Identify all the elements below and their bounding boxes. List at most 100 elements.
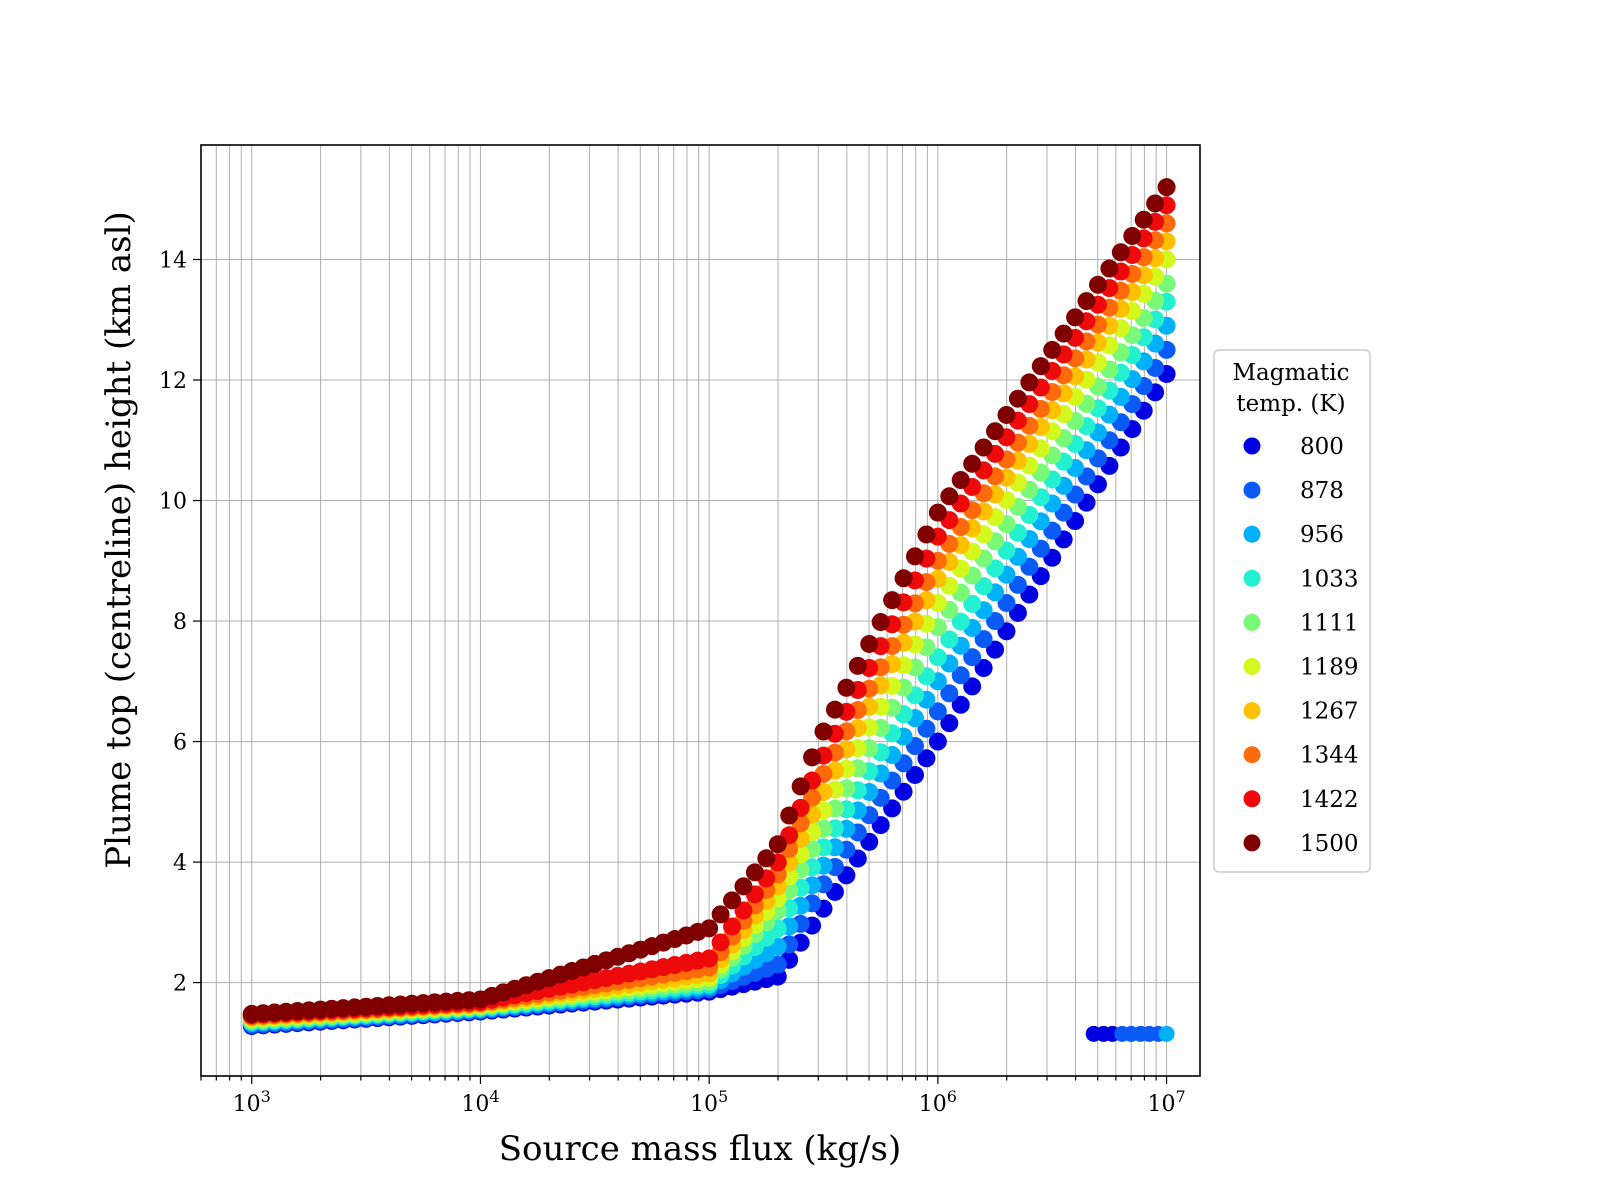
data-point [940, 487, 959, 506]
legend: Magmatic temp. (K) 800 878 956 1033 1111 1189… [1213, 349, 1371, 873]
legend-entry: 956 [1243, 522, 1344, 548]
data-point [860, 634, 879, 653]
data-point [1054, 324, 1073, 343]
data-point [1111, 243, 1130, 262]
data-point [711, 905, 730, 924]
data-point [745, 863, 764, 882]
data-point [951, 666, 970, 685]
legend-label: 1111 [1300, 610, 1359, 636]
x-tick-base: 10 [690, 1092, 718, 1117]
legend-marker [1243, 834, 1261, 852]
data-point [974, 577, 993, 596]
legend-entry: 800 [1243, 434, 1344, 460]
data-point [974, 630, 993, 649]
data-point [951, 612, 970, 631]
data-point [1043, 340, 1062, 359]
data-point [917, 525, 936, 544]
data-point [700, 919, 719, 938]
y-tick-label: 8 [173, 610, 187, 635]
legend-marker [1243, 481, 1261, 499]
data-point [723, 917, 742, 936]
data-point [1077, 292, 1096, 311]
data-point [986, 640, 1005, 659]
data-point [1088, 275, 1107, 294]
legend-label: 1189 [1300, 655, 1359, 681]
y-axis-title: Plume top (centreline) height (km asl) [99, 211, 139, 869]
data-point [974, 659, 993, 678]
x-tick-base: 10 [919, 1092, 947, 1117]
legend-label: 956 [1300, 522, 1344, 548]
legend-label: 800 [1300, 434, 1344, 460]
x-tick-base: 10 [233, 1092, 261, 1117]
data-point [928, 503, 947, 522]
x-tick-label: 104 [461, 1087, 499, 1117]
legend-title-line-2: temp. (K) [1236, 391, 1345, 417]
data-point [963, 594, 982, 613]
y-tick-label: 6 [173, 731, 187, 756]
outlier-points [1085, 1025, 1175, 1042]
data-point [768, 955, 787, 974]
legend-label: 878 [1300, 478, 1344, 504]
legend-label: 1033 [1300, 566, 1359, 592]
plot-points [242, 178, 1176, 1042]
data-point [1123, 226, 1142, 245]
legend-label: 1344 [1300, 743, 1359, 769]
legend-label: 1500 [1300, 831, 1359, 857]
x-axis-title: Source mass flux (kg/s) [499, 1129, 901, 1169]
y-tick-label: 14 [159, 248, 187, 273]
data-point [883, 799, 902, 818]
legend-entry: 878 [1243, 478, 1344, 504]
data-point [1100, 259, 1119, 278]
x-tick-exponent: 3 [261, 1087, 271, 1106]
data-point [1008, 389, 1027, 408]
y-tick-label: 10 [159, 490, 187, 515]
legend-entry: 1422 [1243, 787, 1359, 813]
data-point [906, 547, 924, 566]
data-point [940, 630, 959, 649]
x-tick-label: 107 [1147, 1087, 1185, 1117]
data-point [963, 677, 982, 696]
legend-entry: 1344 [1243, 743, 1359, 769]
data-point [1146, 194, 1165, 213]
x-tick-base: 10 [461, 1092, 489, 1117]
data-point [1031, 357, 1050, 376]
data-point [963, 454, 982, 473]
legend-marker [1243, 702, 1261, 720]
data-point [814, 722, 833, 741]
legend-marker [1243, 613, 1261, 631]
legend-marker [1243, 790, 1261, 808]
outlier-point [1158, 1025, 1175, 1042]
data-point [1066, 308, 1085, 327]
legend-entry: 1189 [1243, 655, 1359, 681]
y-tick-label: 2 [173, 972, 187, 997]
legend-title-line-1: Magmatic [1233, 360, 1350, 386]
legend-marker [1243, 437, 1261, 455]
x-tick-base: 10 [1147, 1092, 1175, 1117]
data-point [917, 719, 936, 738]
data-point [1134, 210, 1153, 229]
legend-label: 1422 [1300, 787, 1359, 813]
legend-label: 1267 [1300, 699, 1359, 725]
data-point [928, 702, 947, 721]
data-point [906, 765, 924, 784]
data-point [974, 438, 993, 457]
legend-entry: 1267 [1243, 699, 1359, 725]
data-point [848, 656, 867, 675]
legend-entry: 1033 [1243, 566, 1359, 592]
x-tick-exponent: 6 [947, 1087, 957, 1106]
data-point [986, 612, 1005, 631]
data-point [825, 700, 844, 719]
data-point [894, 569, 913, 588]
x-tick-exponent: 5 [718, 1087, 728, 1106]
y-axis: 2 4 6 8 10 12 14 [159, 248, 201, 997]
data-point [757, 849, 776, 868]
data-point [986, 422, 1005, 441]
data-point [711, 933, 730, 952]
data-point [1157, 178, 1176, 197]
legend-entries: 800 878 956 1033 1111 1189 1267 1344 1422 1500 [1243, 434, 1359, 857]
data-point [928, 732, 947, 751]
data-point [894, 782, 913, 801]
data-point [768, 835, 787, 854]
legend-marker [1243, 525, 1261, 543]
